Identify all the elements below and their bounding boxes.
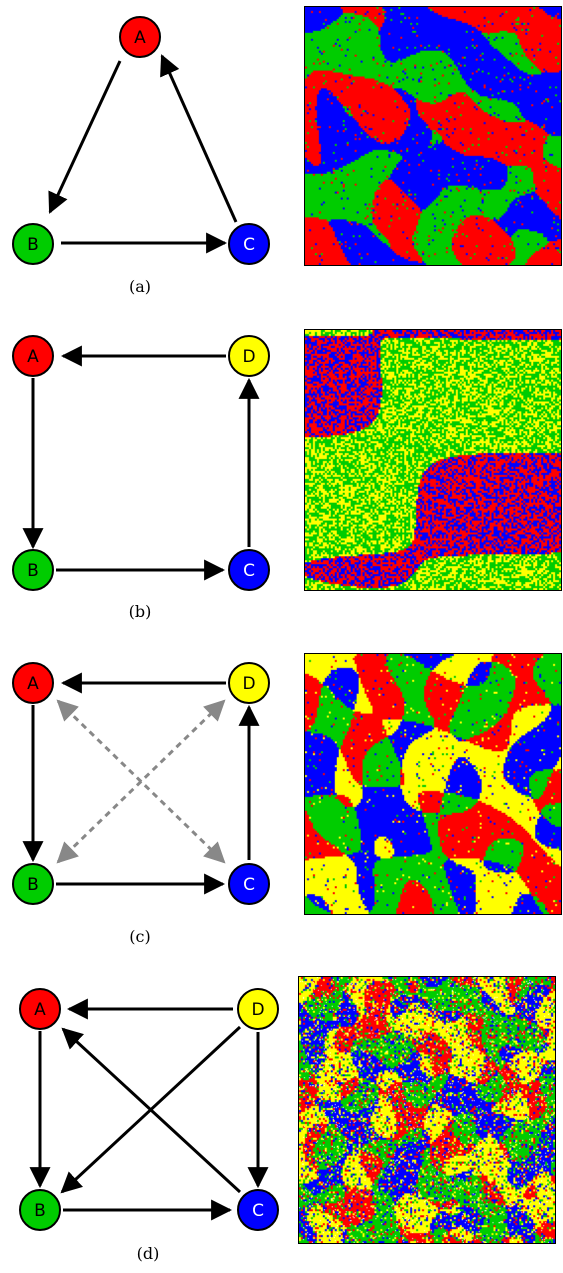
node-a: A [19,988,61,1030]
node-c: C [237,1189,279,1231]
lattice-snapshot-d [298,976,556,1244]
svg-text:B: B [27,875,39,895]
svg-text:C: C [243,561,255,581]
node-a: A [12,662,54,704]
panel-d: A D B C (d) [0,960,563,1273]
svg-text:B: B [27,561,39,581]
node-d: D [228,335,270,377]
lattice-snapshot-a [304,6,562,266]
svg-text:C: C [243,235,255,255]
caption-c: (c) [129,927,151,946]
node-c: C [228,223,270,265]
edge-b-d-dashed [56,699,226,864]
caption-d: (d) [136,1244,160,1263]
node-c: C [228,863,270,905]
graph-b: A D B C [12,335,270,591]
panel-c: A D B C (c) [0,640,563,950]
svg-text:A: A [27,347,39,367]
edge-c-to-a [160,54,238,223]
svg-text:C: C [252,1201,264,1221]
lattice-snapshot-b [304,329,562,591]
svg-text:B: B [34,1201,46,1221]
node-b: B [12,223,54,265]
node-b: B [12,863,54,905]
svg-text:D: D [242,674,255,694]
lattice-snapshot-c [304,653,562,915]
node-c: C [228,549,270,591]
node-b: B [19,1189,61,1231]
graph-d: A D B C [19,988,279,1231]
graph-c: A D B C [12,662,270,905]
node-a: A [119,16,161,58]
node-d: D [228,662,270,704]
caption-b: (b) [128,602,152,621]
edge-a-to-b [48,60,122,214]
svg-text:C: C [243,875,255,895]
graph-a: A B C [12,16,270,265]
node-a: A [12,335,54,377]
panel-b: A D B C (b) [0,320,563,630]
svg-text:D: D [251,1000,264,1020]
svg-text:A: A [27,674,39,694]
svg-text:D: D [242,347,255,367]
svg-text:A: A [134,28,146,48]
svg-text:B: B [27,235,39,255]
edge-d-to-b [60,1025,242,1194]
node-d: D [237,988,279,1030]
panel-a: A B C (a) [0,0,563,300]
node-b: B [12,549,54,591]
svg-text:A: A [34,1000,46,1020]
caption-a: (a) [128,277,152,296]
